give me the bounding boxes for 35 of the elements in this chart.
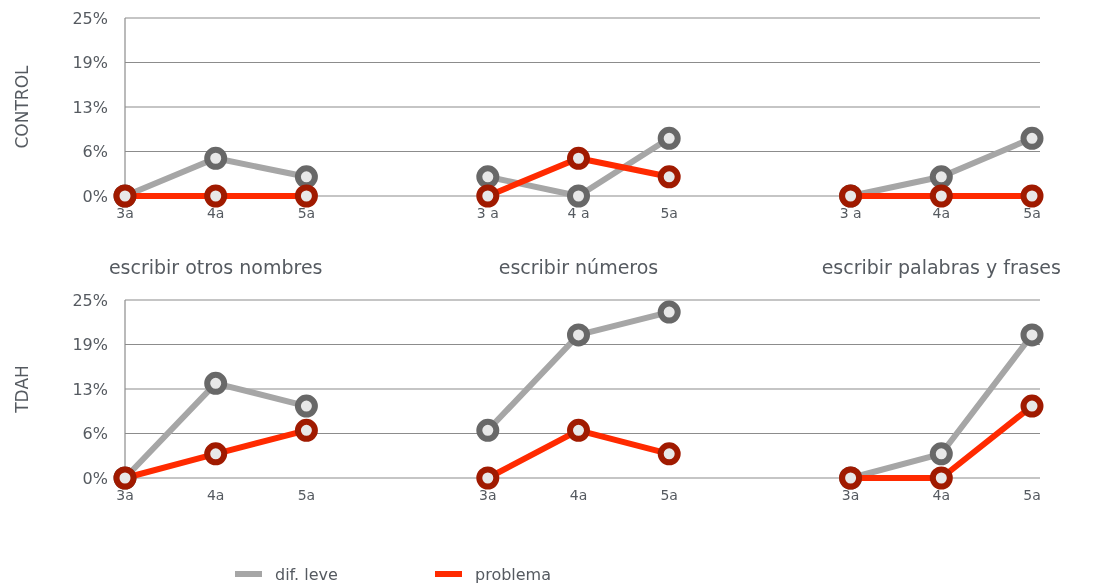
y-tick-label: 19%: [72, 53, 108, 73]
x-tick-label: 3a: [116, 487, 134, 503]
x-tick-label: 4a: [932, 487, 951, 503]
text: escribir números: [498, 256, 659, 278]
x-tick-label: 4a: [932, 205, 951, 221]
legend-label: problema: [475, 564, 552, 584]
y-tick-label: 13%: [72, 379, 108, 399]
x-tick-label: 3 a: [839, 205, 862, 221]
y-tick-label: 19%: [72, 335, 108, 355]
x-tick-label: 5a: [1023, 487, 1041, 503]
y-tick-label: 25%: [72, 8, 108, 28]
x-tick-label: 4a: [206, 205, 225, 221]
x-tick-label: 3a: [479, 487, 497, 503]
x-tick-label: 3a: [841, 487, 860, 503]
y-axis-title: CONTROL: [12, 64, 32, 149]
x-tick-label: 5a: [297, 205, 316, 221]
x-tick-label: 5a: [660, 205, 678, 221]
y-tick-label: 13%: [72, 97, 108, 117]
text: escribir palabras y frases: [821, 256, 1061, 278]
y-tick-label: 6%: [82, 424, 108, 444]
x-tick-label: 5a: [1023, 205, 1041, 221]
y-tick-label: 0%: [82, 186, 108, 206]
x-tick-label: 5a: [660, 487, 678, 503]
x-tick-label: 4a: [206, 487, 225, 503]
y-axis-title: TDAH: [12, 365, 32, 414]
text: escribir otros nombres: [108, 256, 323, 278]
x-tick-label: 5a: [297, 487, 316, 503]
x-tick-label: 3 a: [476, 205, 499, 221]
legend-label: dif. leve: [275, 564, 338, 584]
y-tick-label: 0%: [82, 468, 108, 488]
y-tick-label: 6%: [82, 142, 108, 162]
x-tick-label: 4 a: [567, 205, 590, 221]
x-tick-label: 3a: [116, 205, 134, 221]
x-tick-label: 4a: [569, 487, 588, 503]
y-tick-label: 25%: [72, 290, 108, 310]
